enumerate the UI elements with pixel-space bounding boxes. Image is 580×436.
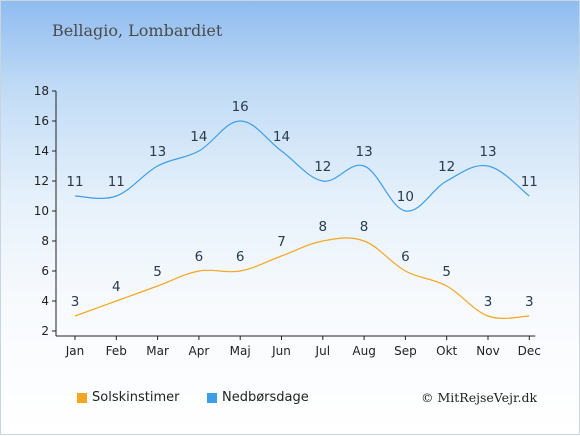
x-tick-label: Jun xyxy=(271,344,291,358)
y-tick-label: 8 xyxy=(41,234,49,248)
x-tick-label: Okt xyxy=(436,344,457,358)
rain-days-data-label: 11 xyxy=(66,174,83,190)
x-tick-label: Dec xyxy=(518,344,541,358)
rain-days-data-label: 13 xyxy=(479,144,496,160)
sunshine-data-label: 3 xyxy=(525,294,534,310)
axes: 2 4 6 8 10 12 14 16 18 Jan Feb Mar Apr Maj Jun Jul Aug Se… xyxy=(34,84,541,358)
legend-label-rain-days: Nedbørsdage xyxy=(222,390,309,405)
rain-days-data-label: 11 xyxy=(108,174,125,190)
y-tick-label: 4 xyxy=(41,294,49,308)
sunshine-data-label: 6 xyxy=(195,249,204,265)
x-tick-label: Nov xyxy=(476,344,499,358)
rain-days-data-label: 16 xyxy=(232,99,249,115)
sunshine-data-label: 3 xyxy=(71,294,80,310)
chart-title: Bellagio, Lombardiet xyxy=(52,21,223,40)
y-tick-label: 2 xyxy=(41,324,49,338)
sunshine-data-label: 8 xyxy=(360,219,369,235)
credit-text[interactable]: © MitRejseVejr.dk xyxy=(421,390,538,405)
sunshine-data-label: 6 xyxy=(236,249,245,265)
x-tick-label: Apr xyxy=(189,344,210,358)
x-tick-label: Jul xyxy=(315,344,330,358)
y-tick-label: 12 xyxy=(34,174,49,188)
x-tick-label: Mar xyxy=(146,344,169,358)
legend-item-rain-days: Nedbørsdage xyxy=(207,390,309,405)
rain-days-data-label: 11 xyxy=(521,174,538,190)
rain-days-data-label: 10 xyxy=(397,189,414,205)
y-tick-label: 14 xyxy=(34,144,49,158)
legend-label-sunshine: Solskinstimer xyxy=(92,390,180,405)
legend-swatch-sunshine xyxy=(77,392,87,403)
sunshine-data-label: 7 xyxy=(277,234,286,250)
data-labels: 3 4 5 6 6 7 8 8 6 5 3 3 11 11 13 14 16 14 12 13 10 12 13 11 xyxy=(66,99,537,310)
rain-days-data-label: 12 xyxy=(314,159,331,175)
rain-days-data-label: 12 xyxy=(438,159,455,175)
y-tick-label: 10 xyxy=(34,204,49,218)
rain-days-data-label: 14 xyxy=(273,129,290,145)
rain-days-data-label: 13 xyxy=(356,144,373,160)
sunshine-data-label: 4 xyxy=(112,279,121,295)
sunshine-data-label: 3 xyxy=(484,294,493,310)
rain-days-data-label: 13 xyxy=(149,144,166,160)
series-lines xyxy=(74,120,530,319)
sunshine-data-label: 5 xyxy=(442,264,451,280)
y-tick-label: 16 xyxy=(34,114,49,128)
x-tick-label: Maj xyxy=(230,344,251,358)
x-tick-label: Jan xyxy=(65,344,85,358)
sunshine-line xyxy=(74,237,530,319)
rain-days-line xyxy=(74,120,530,212)
x-tick-label: Aug xyxy=(352,344,375,358)
x-tick-label: Sep xyxy=(394,344,417,358)
x-tick-label: Feb xyxy=(106,344,127,358)
sunshine-data-label: 8 xyxy=(319,219,328,235)
y-tick-label: 18 xyxy=(34,84,49,98)
sunshine-data-label: 6 xyxy=(401,249,410,265)
sunshine-data-label: 5 xyxy=(153,264,162,280)
y-tick-label: 6 xyxy=(41,264,49,278)
legend-swatch-rain-days xyxy=(207,392,217,403)
rain-days-data-label: 14 xyxy=(190,129,207,145)
legend-item-sunshine: Solskinstimer xyxy=(77,390,179,405)
